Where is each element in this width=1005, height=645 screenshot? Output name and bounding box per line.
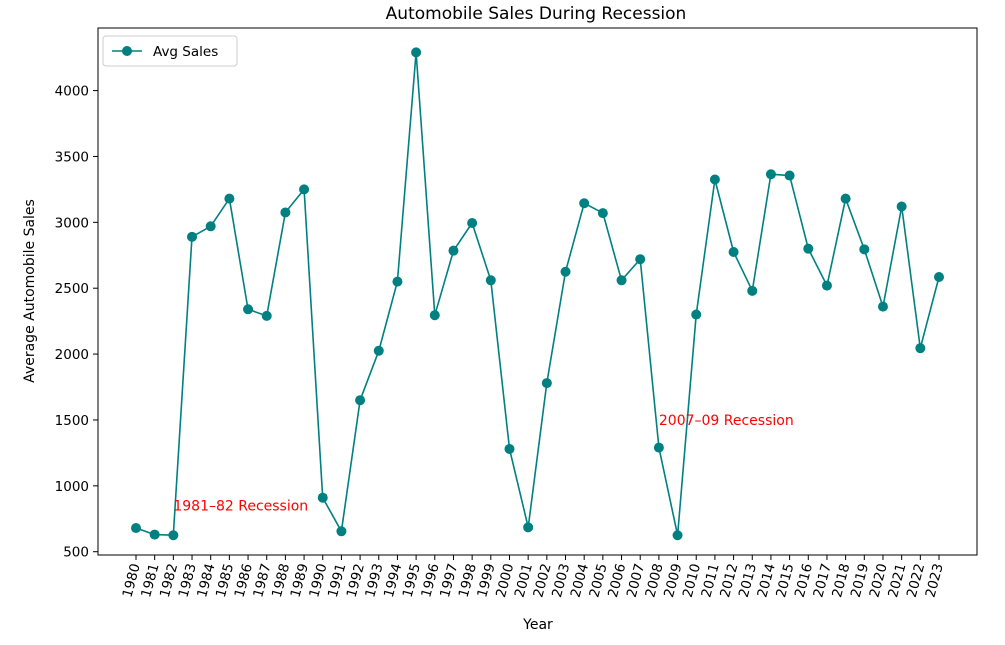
data-point-1987 bbox=[261, 310, 272, 321]
data-point-2010 bbox=[691, 309, 702, 320]
data-point-2023 bbox=[934, 272, 944, 283]
y-tick-label-1500: 1500 bbox=[55, 413, 89, 429]
data-point-1983 bbox=[187, 231, 198, 242]
data-point-2004 bbox=[579, 198, 590, 209]
legend: Avg Sales bbox=[102, 35, 238, 67]
data-point-1981 bbox=[149, 529, 160, 540]
data-point-2022 bbox=[915, 343, 926, 354]
data-point-2007 bbox=[635, 254, 646, 265]
y-tick-label-3000: 3000 bbox=[55, 215, 89, 231]
data-point-2014 bbox=[765, 169, 776, 180]
legend-box bbox=[102, 35, 238, 67]
data-point-1995 bbox=[411, 47, 422, 58]
data-point-1991 bbox=[336, 526, 347, 537]
data-point-2020 bbox=[877, 301, 888, 312]
data-point-1989 bbox=[299, 184, 310, 195]
data-point-2017 bbox=[821, 280, 832, 291]
legend-marker-swatch bbox=[122, 46, 132, 56]
data-point-1997 bbox=[448, 245, 459, 256]
data-point-2008 bbox=[653, 442, 664, 453]
data-point-1990 bbox=[317, 492, 328, 503]
data-point-1993 bbox=[373, 345, 384, 356]
annotation-1981-82-recession: 1981–82 Recession bbox=[173, 499, 308, 515]
data-point-2016 bbox=[803, 243, 814, 254]
y-tick-label-4000: 4000 bbox=[55, 84, 89, 100]
y-tick-label-1000: 1000 bbox=[55, 479, 89, 495]
data-point-2012 bbox=[728, 246, 739, 257]
annotation-2007-09-recession: 2007–09 Recession bbox=[659, 413, 794, 429]
data-point-2000 bbox=[504, 443, 515, 454]
data-point-1999 bbox=[485, 275, 496, 286]
y-tick-label-500: 500 bbox=[63, 545, 89, 561]
data-point-1982 bbox=[168, 530, 179, 541]
data-point-2015 bbox=[784, 170, 795, 181]
data-point-1994 bbox=[392, 276, 403, 287]
data-point-1984 bbox=[205, 221, 216, 232]
y-tick-label-3500: 3500 bbox=[55, 149, 89, 165]
data-point-2011 bbox=[709, 174, 720, 185]
data-point-2019 bbox=[859, 244, 870, 255]
data-point-1985 bbox=[224, 193, 235, 204]
data-point-1998 bbox=[467, 217, 478, 228]
data-point-1980 bbox=[131, 522, 141, 533]
data-point-2009 bbox=[672, 530, 683, 541]
data-point-2001 bbox=[523, 522, 534, 533]
chart-title: Automobile Sales During Recession bbox=[386, 4, 687, 24]
data-point-2018 bbox=[840, 193, 851, 204]
x-axis-label: Year bbox=[522, 617, 553, 633]
y-axis-label: Average Automobile Sales bbox=[22, 199, 38, 383]
legend-entry-avg-sales: Avg Sales bbox=[153, 44, 218, 60]
series-line-avg-sales bbox=[135, 51, 940, 537]
data-point-1992 bbox=[355, 395, 366, 406]
y-tick-label-2500: 2500 bbox=[55, 281, 89, 297]
plot-area: 5001000150020002500300035004000198019811… bbox=[55, 27, 978, 599]
data-point-2013 bbox=[747, 285, 758, 296]
data-point-1988 bbox=[280, 207, 291, 218]
data-point-2002 bbox=[541, 378, 552, 389]
data-point-2006 bbox=[616, 275, 627, 286]
data-point-2021 bbox=[896, 201, 907, 212]
data-point-1986 bbox=[243, 304, 254, 315]
plot-frame bbox=[97, 27, 978, 556]
data-point-2003 bbox=[560, 266, 571, 277]
y-tick-label-2000: 2000 bbox=[55, 347, 89, 363]
data-point-2005 bbox=[597, 208, 608, 219]
data-point-1996 bbox=[429, 310, 440, 321]
